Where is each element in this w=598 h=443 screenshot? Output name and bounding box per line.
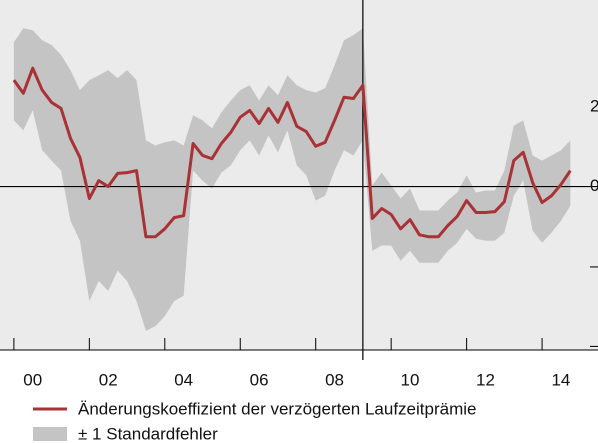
x-tick-label: 12 (476, 370, 495, 389)
y-tick-label: 0 (590, 176, 598, 195)
x-tick-label: 00 (23, 370, 42, 389)
x-tick-label: 02 (99, 370, 118, 389)
x-tick-label: 10 (401, 370, 420, 389)
x-tick-label: 14 (551, 370, 570, 389)
x-tick-label: 04 (174, 370, 193, 389)
legend-swatch (33, 427, 67, 441)
x-tick-label: 08 (325, 370, 344, 389)
line (12, 66, 572, 239)
y-tick-label: –2 (590, 256, 598, 275)
error-band (13, 28, 571, 331)
legend-label: Änderungskoeffizient der verzögerten Lau… (78, 399, 476, 418)
y-tick-label: 2 (590, 96, 598, 115)
legend-label: ± 1 Standardfehler (78, 424, 218, 443)
y-tick-label: –4 (590, 335, 598, 354)
x-tick-label: 06 (250, 370, 269, 389)
